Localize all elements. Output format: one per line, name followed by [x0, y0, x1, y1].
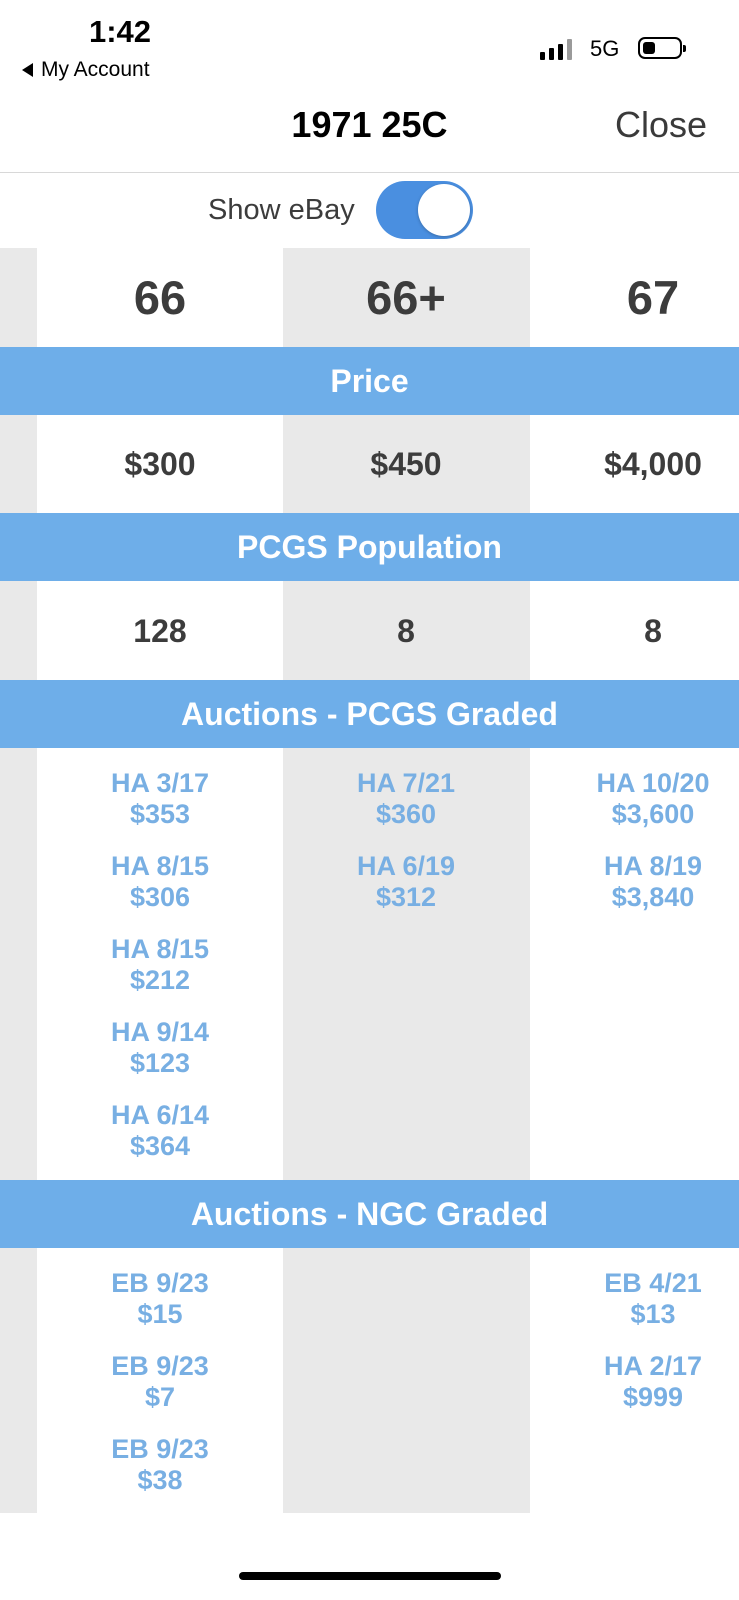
- auction-link[interactable]: EB 4/21 $13: [530, 1268, 739, 1330]
- population-value: 8: [644, 613, 662, 649]
- price-value: $4,000: [604, 446, 702, 482]
- pcgs-auctions-section-header: Auctions - PCGS Graded: [0, 680, 739, 748]
- auction-link[interactable]: HA 9/14 $123: [37, 1017, 283, 1079]
- auction-date: HA 9/14: [110, 1017, 210, 1047]
- auction-price: $123: [129, 1048, 191, 1078]
- auction-link[interactable]: HA 6/14 $364: [37, 1100, 283, 1162]
- close-button[interactable]: Close: [614, 104, 707, 145]
- grade-header: 66: [133, 271, 187, 324]
- auction-price: $312: [375, 882, 437, 912]
- price-value: $450: [370, 446, 442, 482]
- column-shade-left: [0, 248, 37, 1513]
- population-value: 128: [133, 613, 187, 649]
- signal-icon: [540, 38, 572, 60]
- auction-price: $306: [129, 882, 191, 912]
- auction-date: HA 8/15: [110, 934, 210, 964]
- auction-date: HA 8/19: [603, 851, 703, 881]
- auction-price: $13: [630, 1299, 676, 1329]
- auction-link[interactable]: HA 8/19 $3,840: [530, 851, 739, 913]
- auction-price: $3,840: [611, 882, 695, 912]
- battery-icon: [638, 37, 686, 59]
- auction-link[interactable]: HA 7/21 $360: [283, 768, 529, 830]
- grade-header: 66+: [366, 271, 446, 324]
- price-value: $300: [124, 446, 196, 482]
- price-section-header: Price: [0, 347, 739, 415]
- auction-price: $7: [144, 1382, 176, 1412]
- grade-header: 67: [626, 271, 680, 324]
- auction-date: HA 8/15: [110, 851, 210, 881]
- auction-price: $3,600: [611, 799, 695, 829]
- auction-link[interactable]: EB 9/23 $7: [37, 1351, 283, 1413]
- status-time: 1:42: [88, 14, 152, 49]
- auction-link[interactable]: HA 6/19 $312: [283, 851, 529, 913]
- auction-link[interactable]: HA 10/20 $3,600: [530, 768, 739, 830]
- nav-divider: [0, 172, 739, 173]
- auction-date: HA 2/17: [603, 1351, 703, 1381]
- auction-date: HA 3/17: [110, 768, 210, 798]
- auction-price: $353: [129, 799, 191, 829]
- auction-link[interactable]: HA 8/15 $306: [37, 851, 283, 913]
- page-title: 1971 25C: [291, 104, 448, 145]
- network-type: 5G: [590, 36, 620, 61]
- show-ebay-toggle[interactable]: [376, 181, 473, 239]
- auction-date: EB 4/21: [604, 1268, 702, 1298]
- auction-date: EB 9/23: [111, 1268, 209, 1298]
- auction-link[interactable]: HA 3/17 $353: [37, 768, 283, 830]
- auction-date: HA 10/20: [596, 768, 710, 798]
- auction-price: $212: [129, 965, 191, 995]
- auction-date: EB 9/23: [111, 1434, 209, 1464]
- auction-price: $999: [622, 1382, 684, 1412]
- toggle-knob: [418, 184, 470, 236]
- auction-date: HA 7/21: [356, 768, 456, 798]
- back-to-my-account[interactable]: My Account: [22, 58, 150, 82]
- ngc-auctions-section-header: Auctions - NGC Graded: [0, 1180, 739, 1248]
- back-label: My Account: [41, 58, 150, 81]
- auction-link[interactable]: EB 9/23 $15: [37, 1268, 283, 1330]
- column-shade-middle: [283, 248, 530, 1513]
- population-value: 8: [397, 613, 415, 649]
- auction-link[interactable]: HA 2/17 $999: [530, 1351, 739, 1413]
- auction-date: EB 9/23: [111, 1351, 209, 1381]
- auction-link[interactable]: EB 9/23 $38: [37, 1434, 283, 1496]
- auction-price: $38: [137, 1465, 183, 1495]
- show-ebay-label: Show eBay: [208, 194, 355, 226]
- home-indicator[interactable]: [239, 1572, 501, 1580]
- back-arrow-icon: [22, 63, 33, 77]
- population-section-header: PCGS Population: [0, 513, 739, 581]
- auction-date: HA 6/14: [110, 1100, 210, 1130]
- auction-price: $360: [375, 799, 437, 829]
- auction-link[interactable]: HA 8/15 $212: [37, 934, 283, 996]
- auction-date: HA 6/19: [356, 851, 456, 881]
- auction-price: $15: [137, 1299, 183, 1329]
- auction-price: $364: [129, 1131, 191, 1161]
